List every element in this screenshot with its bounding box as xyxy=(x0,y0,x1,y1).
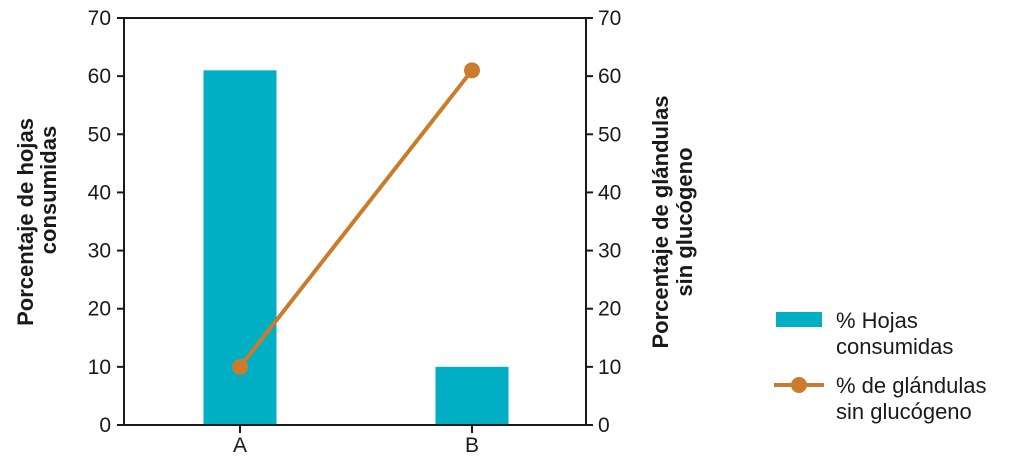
left-tick-label: 60 xyxy=(88,65,111,88)
left-tick-label: 20 xyxy=(88,298,111,321)
left-tick-label: 40 xyxy=(88,181,111,204)
line-series xyxy=(238,69,474,369)
legend: % Hojas consumidas % de glándulas sin gl… xyxy=(774,308,986,424)
plot-frame xyxy=(123,17,587,426)
right-tick-label: 0 xyxy=(598,414,610,437)
right-axis-label-line-1: Porcentaje de glándulas xyxy=(648,95,673,348)
legend-line-label-line-1: % de glándulas xyxy=(836,373,986,398)
x-tick-label-A: A xyxy=(233,434,247,457)
bar-B xyxy=(435,366,509,425)
right-tick-label: 70 xyxy=(598,7,621,30)
left-axis-label: Porcentaje de hojas consumidas xyxy=(13,118,61,326)
left-tick-label: 70 xyxy=(88,7,111,30)
left-tick-label: 50 xyxy=(88,123,111,146)
right-tick-label: 10 xyxy=(598,356,621,379)
plot-area: 0 10 20 30 40 50 60 70 0 10 20 30 40 50 60 70 A B xyxy=(88,7,622,457)
left-tick-label: 30 xyxy=(88,240,111,263)
right-axis-label: Porcentaje de glándulas sin glucógeno xyxy=(648,95,697,348)
right-tick-label: 20 xyxy=(598,298,621,321)
right-tick-label: 50 xyxy=(598,123,621,146)
right-tick-label: 40 xyxy=(598,181,621,204)
legend-line-marker xyxy=(791,377,807,393)
legend-bar-label-line-2: consumidas xyxy=(836,334,953,359)
left-axis-label-line-2: consumidas xyxy=(36,126,61,254)
right-tick-label: 30 xyxy=(598,240,621,263)
legend-line-label-line-2: sin glucógeno xyxy=(836,399,972,424)
line-point-A xyxy=(232,358,248,375)
left-tick-label: 0 xyxy=(99,414,111,437)
right-axis-label-line-2: sin glucógeno xyxy=(672,147,697,296)
left-axis-label-line-1: Porcentaje de hojas xyxy=(13,118,38,326)
x-tick-label-B: B xyxy=(465,434,479,457)
right-tick-label: 60 xyxy=(598,65,621,88)
line-point-B xyxy=(464,62,480,79)
left-tick-label: 10 xyxy=(88,356,111,379)
legend-bar-swatch xyxy=(776,312,822,327)
legend-bar-label-line-1: % Hojas xyxy=(836,308,918,333)
